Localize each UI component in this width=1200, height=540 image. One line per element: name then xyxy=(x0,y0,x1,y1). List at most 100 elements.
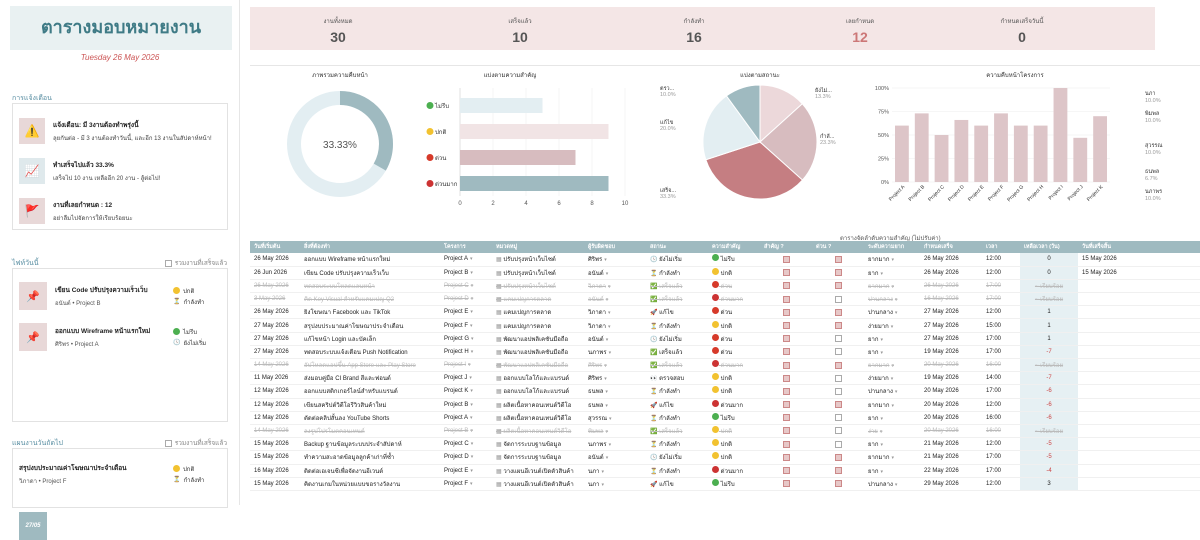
time-cell[interactable]: 12:00 xyxy=(982,305,1020,320)
table-row[interactable]: 26 May 2026 ทดสอบระบบโหลดแลนหน้า Project C… xyxy=(250,279,1200,294)
priority-cell[interactable]: ปกติ xyxy=(708,450,760,465)
end-date[interactable] xyxy=(1078,318,1200,333)
column-header[interactable]: สิ่งที่ต้องทำ xyxy=(300,241,440,253)
owner-cell[interactable]: วิภาดา ▾ xyxy=(584,318,646,333)
important-checkbox[interactable] xyxy=(760,279,812,294)
start-date[interactable]: 16 May 2026 xyxy=(250,464,300,478)
time-cell[interactable]: 17:00 xyxy=(982,384,1020,399)
project-cell[interactable]: Project F ▾ xyxy=(440,477,492,491)
difficulty-cell[interactable]: ยากมาก ▾ xyxy=(864,450,920,465)
important-checkbox[interactable] xyxy=(760,292,812,307)
project-cell[interactable]: Project G ▾ xyxy=(440,332,492,346)
time-cell[interactable]: 16:00 xyxy=(982,424,1020,439)
project-cell[interactable]: Project E ▾ xyxy=(440,305,492,320)
status-cell[interactable]: 🕓 ยังไม่เริ่ม xyxy=(646,332,708,346)
status-cell[interactable]: 👀 ตรวจสอบ xyxy=(646,371,708,386)
owner-cell[interactable]: ศิริพร ▾ xyxy=(584,358,646,373)
category-cell[interactable]: ▦ พัฒนาแอปพลิเคชันมือถือ xyxy=(492,332,584,346)
table-row[interactable]: 11 May 2026 ส่งมอบคู่มือ CI Brand สีและฟอ… xyxy=(250,371,1200,386)
status-cell[interactable]: ⏳ กำลังทำ xyxy=(646,411,708,425)
category-cell[interactable]: ▦ จัดการระบบฐานข้อมูล xyxy=(492,450,584,465)
status-cell[interactable]: ⏳ กำลังทำ xyxy=(646,318,708,333)
task-name[interactable]: ออกแบบ Wireframe หน้าแรกใหม่ xyxy=(300,253,440,267)
owner-cell[interactable]: วิภาดา ▾ xyxy=(584,305,646,320)
column-header[interactable]: วันที่เสร็จสิ้น xyxy=(1078,241,1200,253)
table-row[interactable]: 26 May 2026 ออกแบบ Wireframe หน้าแรกใหม่ P… xyxy=(250,253,1200,267)
start-date[interactable]: 15 May 2026 xyxy=(250,477,300,491)
end-date[interactable] xyxy=(1078,424,1200,439)
due-date[interactable]: 16 May 2026 xyxy=(920,292,982,307)
priority-cell[interactable]: ปกติ xyxy=(708,318,760,333)
difficulty-cell[interactable]: ง่าย ▾ xyxy=(864,424,920,439)
task-name[interactable]: ติดต่อเอเจนซีเพื่อจัดงานอีเวนต์ xyxy=(300,464,440,478)
due-date[interactable]: 27 May 2026 xyxy=(920,305,982,320)
task-name[interactable]: ตัดต่อคลิปสั้นลง YouTube Shorts xyxy=(300,411,440,425)
owner-cell[interactable]: ธนพล ▾ xyxy=(584,398,646,412)
end-date[interactable] xyxy=(1078,437,1200,452)
today-task[interactable]: 📌 ออกแบบ Wireframe หน้าแรกใหม่ ศิริพร • P… xyxy=(19,322,221,352)
task-name[interactable]: ทดสอบระบบโหลดแลนหน้า xyxy=(300,279,440,294)
end-date[interactable] xyxy=(1078,332,1200,346)
important-checkbox[interactable] xyxy=(760,437,812,452)
difficulty-cell[interactable]: ปานกลาง ▾ xyxy=(864,384,920,399)
owner-cell[interactable]: ศิริพร ▾ xyxy=(584,253,646,267)
owner-cell[interactable]: อนันต์ ▾ xyxy=(584,266,646,280)
start-date[interactable]: 27 May 2026 xyxy=(250,345,300,360)
owner-cell[interactable]: นภาพร ▾ xyxy=(584,437,646,452)
status-cell[interactable]: 🚀 แก้ไข xyxy=(646,305,708,320)
task-name[interactable]: ออกแบบสติกเกอร์ไลน์สำหรับแบรนด์ xyxy=(300,384,440,399)
urgent-checkbox[interactable] xyxy=(812,332,864,346)
status-cell[interactable]: ⏳ กำลังทำ xyxy=(646,464,708,478)
start-date[interactable]: 11 May 2026 xyxy=(250,371,300,386)
owner-cell[interactable]: ธนพล ▾ xyxy=(584,384,646,399)
difficulty-cell[interactable]: ง่ายมาก ▾ xyxy=(864,371,920,386)
urgent-checkbox[interactable] xyxy=(812,266,864,280)
task-name[interactable]: ยิงโฆษณา Facebook และ TikTok xyxy=(300,305,440,320)
category-cell[interactable]: ▦ ผลิตเนื้อหาคอนเทนต์วิดีโอ xyxy=(492,411,584,425)
time-cell[interactable]: 16:00 xyxy=(982,411,1020,425)
owner-cell[interactable]: นภา ▾ xyxy=(584,477,646,491)
status-cell[interactable]: ✅ เสร็จแล้ว xyxy=(646,279,708,294)
task-name[interactable]: ลงรูปโปรโมตคอนเทนต์ xyxy=(300,424,440,439)
table-row[interactable]: 12 May 2026 ตัดต่อคลิปสั้นลง YouTube Shor… xyxy=(250,411,1200,425)
column-header[interactable]: สถานะ xyxy=(646,241,708,253)
important-checkbox[interactable] xyxy=(760,253,812,267)
table-row[interactable]: 15 May 2026 Backup ฐานข้อมูลระบบประจำสัปด… xyxy=(250,437,1200,452)
urgent-checkbox[interactable] xyxy=(812,411,864,425)
category-cell[interactable]: ▦ แคมเปญการตลาด xyxy=(492,292,584,307)
tomorrow-task[interactable]: 27/05 สรุปงบประมาณค่าโฆษณาประจำเดือน วิภา… xyxy=(19,459,221,540)
end-date[interactable] xyxy=(1078,371,1200,386)
project-cell[interactable]: Project D ▾ xyxy=(440,450,492,465)
end-date[interactable]: 15 May 2026 xyxy=(1078,266,1200,280)
column-header[interactable]: ระดับความยาก xyxy=(864,241,920,253)
category-cell[interactable]: ▦ พัฒนาแอปพลิเคชันมือถือ xyxy=(492,345,584,360)
column-header[interactable]: กำหนดเสร็จ xyxy=(920,241,982,253)
status-cell[interactable]: 🕓 ยังไม่เริ่ม xyxy=(646,253,708,267)
start-date[interactable]: 27 May 2026 xyxy=(250,318,300,333)
difficulty-cell[interactable]: ยาก ▾ xyxy=(864,437,920,452)
due-date[interactable]: 20 May 2026 xyxy=(920,411,982,425)
difficulty-cell[interactable]: ยาก ▾ xyxy=(864,266,920,280)
due-date[interactable]: 20 May 2026 xyxy=(920,398,982,412)
table-row[interactable]: 16 May 2026 ติดต่อเอเจนซีเพื่อจัดงานอีเวน… xyxy=(250,464,1200,478)
start-date[interactable]: 15 May 2026 xyxy=(250,437,300,452)
time-cell[interactable]: 17:00 xyxy=(982,279,1020,294)
start-date[interactable]: 26 Jun 2026 xyxy=(250,266,300,280)
due-date[interactable]: 27 May 2026 xyxy=(920,332,982,346)
time-cell[interactable]: 12:00 xyxy=(982,266,1020,280)
due-date[interactable]: 26 May 2026 xyxy=(920,279,982,294)
priority-cell[interactable]: ไม่รีบ xyxy=(708,477,760,491)
column-header[interactable]: สำคัญ ? xyxy=(760,241,812,253)
project-cell[interactable]: Project K ▾ xyxy=(440,384,492,399)
table-row[interactable]: 14 May 2026 ลงรูปโปรโมตคอนเทนต์ Project B ▾… xyxy=(250,424,1200,439)
project-cell[interactable]: Project J ▾ xyxy=(440,371,492,386)
column-header[interactable]: เหลือเวลา (วัน) xyxy=(1020,241,1078,253)
urgent-checkbox[interactable] xyxy=(812,371,864,386)
start-date[interactable]: 27 May 2026 xyxy=(250,332,300,346)
time-cell[interactable]: 12:00 xyxy=(982,477,1020,491)
priority-cell[interactable]: ไม่รีบ xyxy=(708,253,760,267)
important-checkbox[interactable] xyxy=(760,384,812,399)
end-date[interactable] xyxy=(1078,292,1200,307)
start-date[interactable]: 3 May 2026 xyxy=(250,292,300,307)
tomorrow-include-done-toggle[interactable]: รวมงานที่เสร็จแล้ว xyxy=(164,438,227,448)
